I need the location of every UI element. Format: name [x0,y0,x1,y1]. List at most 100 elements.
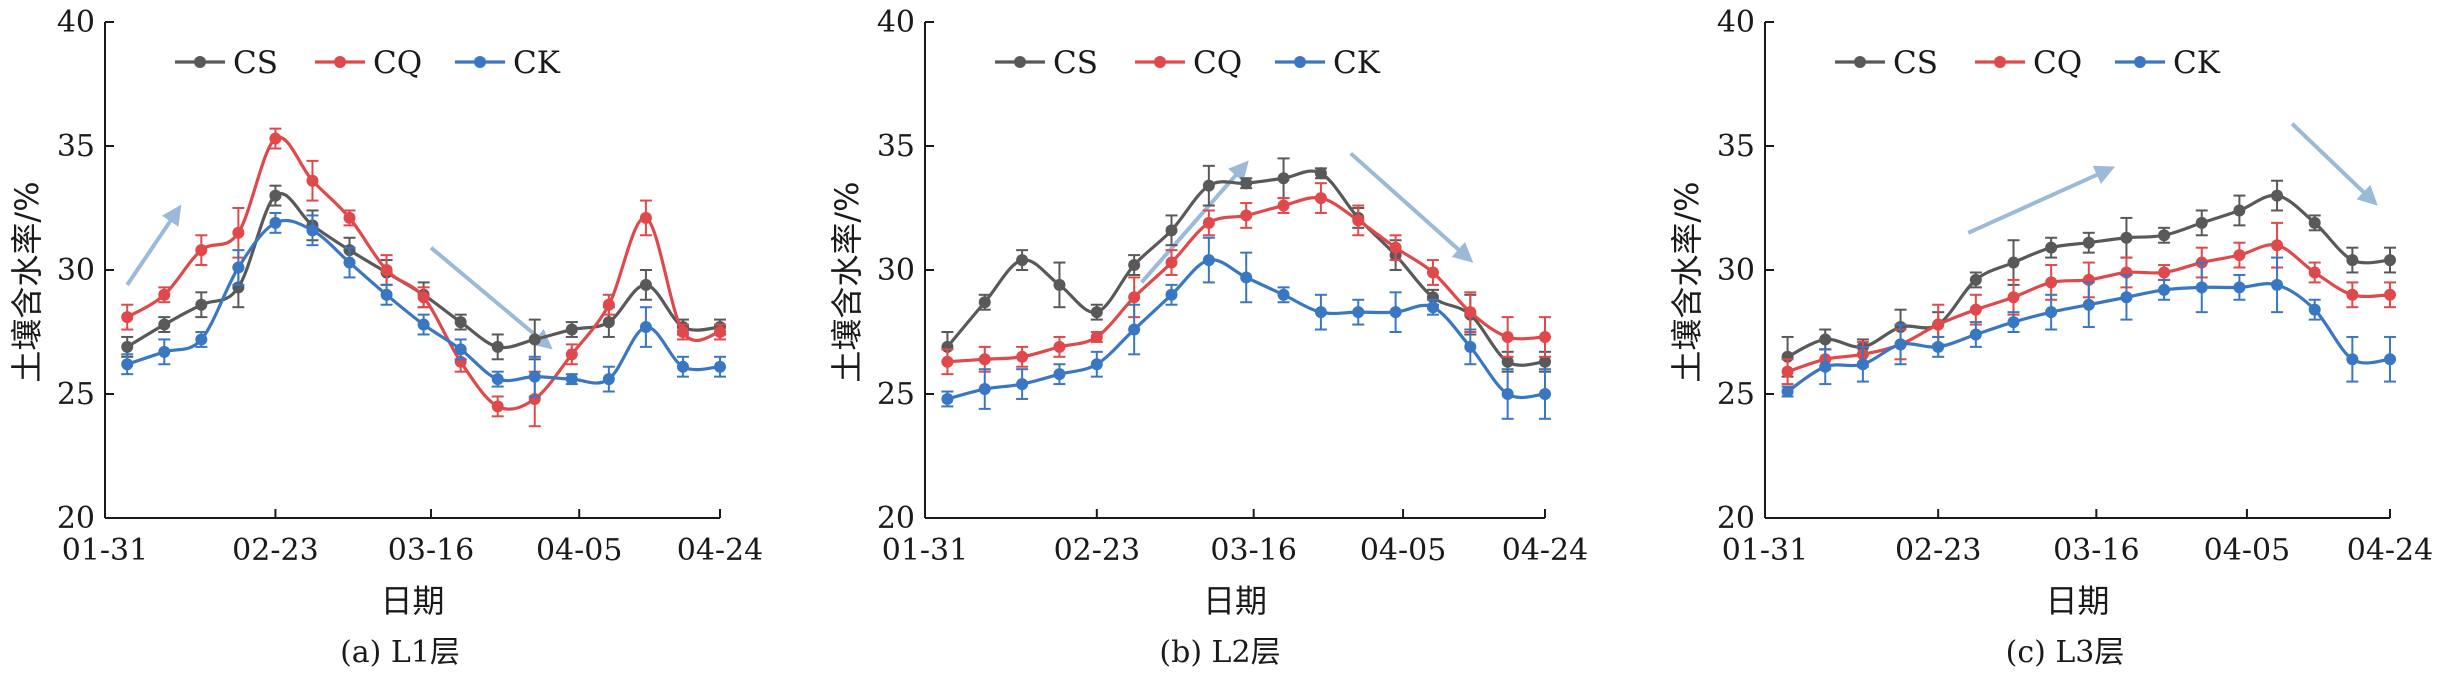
data-point [1464,306,1477,319]
data-point [2346,254,2359,267]
data-point [454,316,467,329]
legend-label: CK [1333,45,1381,81]
data-point [1352,306,1365,319]
data-point [2271,278,2284,291]
data-point [1539,388,1551,400]
x-tick-label: 02-23 [232,533,318,568]
series-line-CQ [126,135,721,411]
x-axis-title: 日期 [380,582,444,620]
data-point [2120,231,2133,244]
x-tick-label: 04-05 [2204,533,2290,568]
x-axis-title: 日期 [1203,582,1267,620]
x-tick-label: 02-23 [1054,533,1140,568]
legend-swatch-marker [1854,56,1866,68]
data-point [1426,301,1439,314]
x-tick-label: 04-24 [1502,533,1588,568]
y-tick-label: 20 [57,501,95,536]
y-tick-label: 40 [877,5,915,40]
y-tick-label: 30 [877,253,915,288]
data-point [639,278,652,291]
data-point [2308,303,2321,316]
data-point [528,333,541,346]
data-point [232,261,245,274]
data-point [1894,338,1907,351]
y-tick-label: 35 [877,129,915,164]
x-tick-label: 01-31 [882,533,968,568]
data-point [1053,278,1066,291]
legend-label: CK [513,45,561,81]
data-point [1202,254,1215,267]
data-point [417,291,430,304]
data-point [195,244,208,257]
panel-caption: (b) L2层 [1159,635,1280,670]
data-point [1464,340,1477,353]
data-point [1165,256,1178,269]
data-point [1389,241,1402,254]
data-point [380,288,393,301]
data-point [1277,199,1290,212]
data-point [491,400,504,413]
x-tick-label: 01-31 [62,533,148,568]
data-point [1389,306,1402,319]
y-tick-label: 35 [57,129,95,164]
series-CS [1781,179,2396,378]
legend-swatch-marker [2134,56,2146,68]
legend-label: CK [2173,45,2221,81]
data-point [2271,239,2284,252]
data-point [2384,353,2396,366]
data-point [2346,353,2359,366]
data-point [1501,388,1514,400]
series-CK [1781,256,2396,398]
data-point [491,340,504,353]
data-point [2271,189,2284,202]
data-point [1932,340,1945,353]
data-point [565,373,578,386]
data-point [2082,298,2095,311]
legend-swatch-marker [1154,56,1166,68]
data-point [602,373,615,386]
data-point [2195,281,2208,294]
data-point [195,298,208,311]
chart-panel-3: 20 25 30 35 40 01-31 02-23 03-16 04-05 04-24 日期 土壤含… [1668,5,2433,670]
data-point [1314,306,1327,319]
data-point [1016,378,1029,391]
data-point [714,360,726,373]
x-tick-label: 04-24 [677,533,763,568]
data-point [1539,330,1551,343]
data-point [2308,266,2321,279]
data-point [2384,288,2396,301]
data-point [269,216,282,229]
legend-label: CS [1893,45,1938,81]
data-point [121,311,134,324]
data-point [1090,306,1103,319]
data-point [2346,288,2359,301]
data-point [2045,276,2058,289]
y-axis-title: 土壤含水率/% [1668,181,1706,382]
trend-arrow [2290,122,2378,206]
y-axis-title: 土壤含水率/% [828,181,866,382]
data-point [1781,385,1794,398]
data-point [1128,259,1141,272]
data-point [1277,172,1290,185]
legend-swatch-marker [334,56,346,68]
data-point [676,360,689,373]
legend-label: CQ [1193,45,1242,81]
data-point [454,343,467,356]
legend-swatch-marker [1294,56,1306,68]
data-point [1165,288,1178,301]
data-point [380,264,393,276]
data-point [602,316,615,329]
x-tick-label: 03-16 [388,533,474,568]
data-point [1240,177,1253,190]
data-point [1539,355,1551,368]
data-point [639,321,652,334]
x-tick-label: 03-16 [1210,533,1296,568]
data-point [941,355,954,368]
x-tick-label: 01-31 [1722,533,1808,568]
data-point [714,326,726,338]
data-point [2007,256,2020,269]
data-point [2233,204,2246,217]
data-point [121,340,134,353]
data-point [2233,281,2246,294]
trend-arrow [1967,165,2116,235]
